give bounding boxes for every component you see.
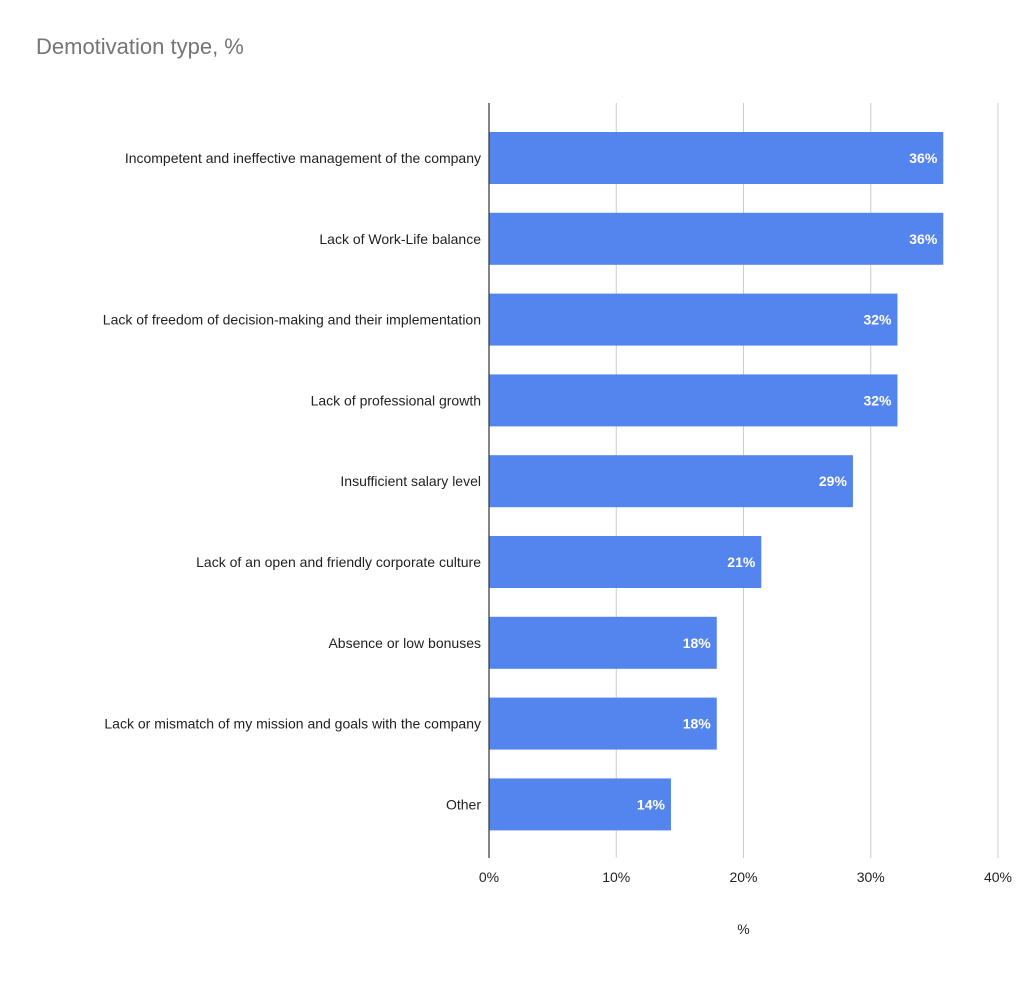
data-label: 21% xyxy=(727,554,756,570)
data-label: 18% xyxy=(683,716,712,732)
x-tick-label: 0% xyxy=(479,869,499,885)
category-label: Absence or low bonuses xyxy=(328,635,481,651)
category-label: Lack of professional growth xyxy=(311,392,481,408)
x-axis-title: % xyxy=(737,921,749,937)
chart-title: Demotivation type, % xyxy=(36,34,244,59)
data-label: 32% xyxy=(863,392,892,408)
data-label: 18% xyxy=(683,635,712,651)
category-label: Lack of an open and friendly corporate c… xyxy=(196,554,481,570)
bar xyxy=(489,374,898,427)
x-tick-label: 10% xyxy=(602,869,630,885)
bar xyxy=(489,293,898,346)
bar xyxy=(489,536,762,588)
bar xyxy=(489,778,671,831)
bar xyxy=(489,212,944,265)
category-label: Lack or mismatch of my mission and goals… xyxy=(104,716,481,732)
x-tick-label: 30% xyxy=(857,869,885,885)
category-label: Lack of Work-Life balance xyxy=(319,231,481,247)
data-label: 36% xyxy=(909,231,938,247)
bar xyxy=(489,132,944,184)
bar xyxy=(489,616,717,669)
category-label: Other xyxy=(446,796,481,812)
x-tick-label: 20% xyxy=(729,869,757,885)
category-label: Incompetent and ineffective management o… xyxy=(125,150,481,166)
data-label: 36% xyxy=(909,150,938,166)
bar xyxy=(489,697,717,750)
category-label: Lack of freedom of decision-making and t… xyxy=(103,312,481,328)
data-label: 14% xyxy=(637,796,666,812)
x-tick-label: 40% xyxy=(984,869,1012,885)
data-label: 29% xyxy=(819,473,848,489)
data-label: 32% xyxy=(863,312,892,328)
category-label: Insufficient salary level xyxy=(340,473,481,489)
bar xyxy=(489,455,853,508)
